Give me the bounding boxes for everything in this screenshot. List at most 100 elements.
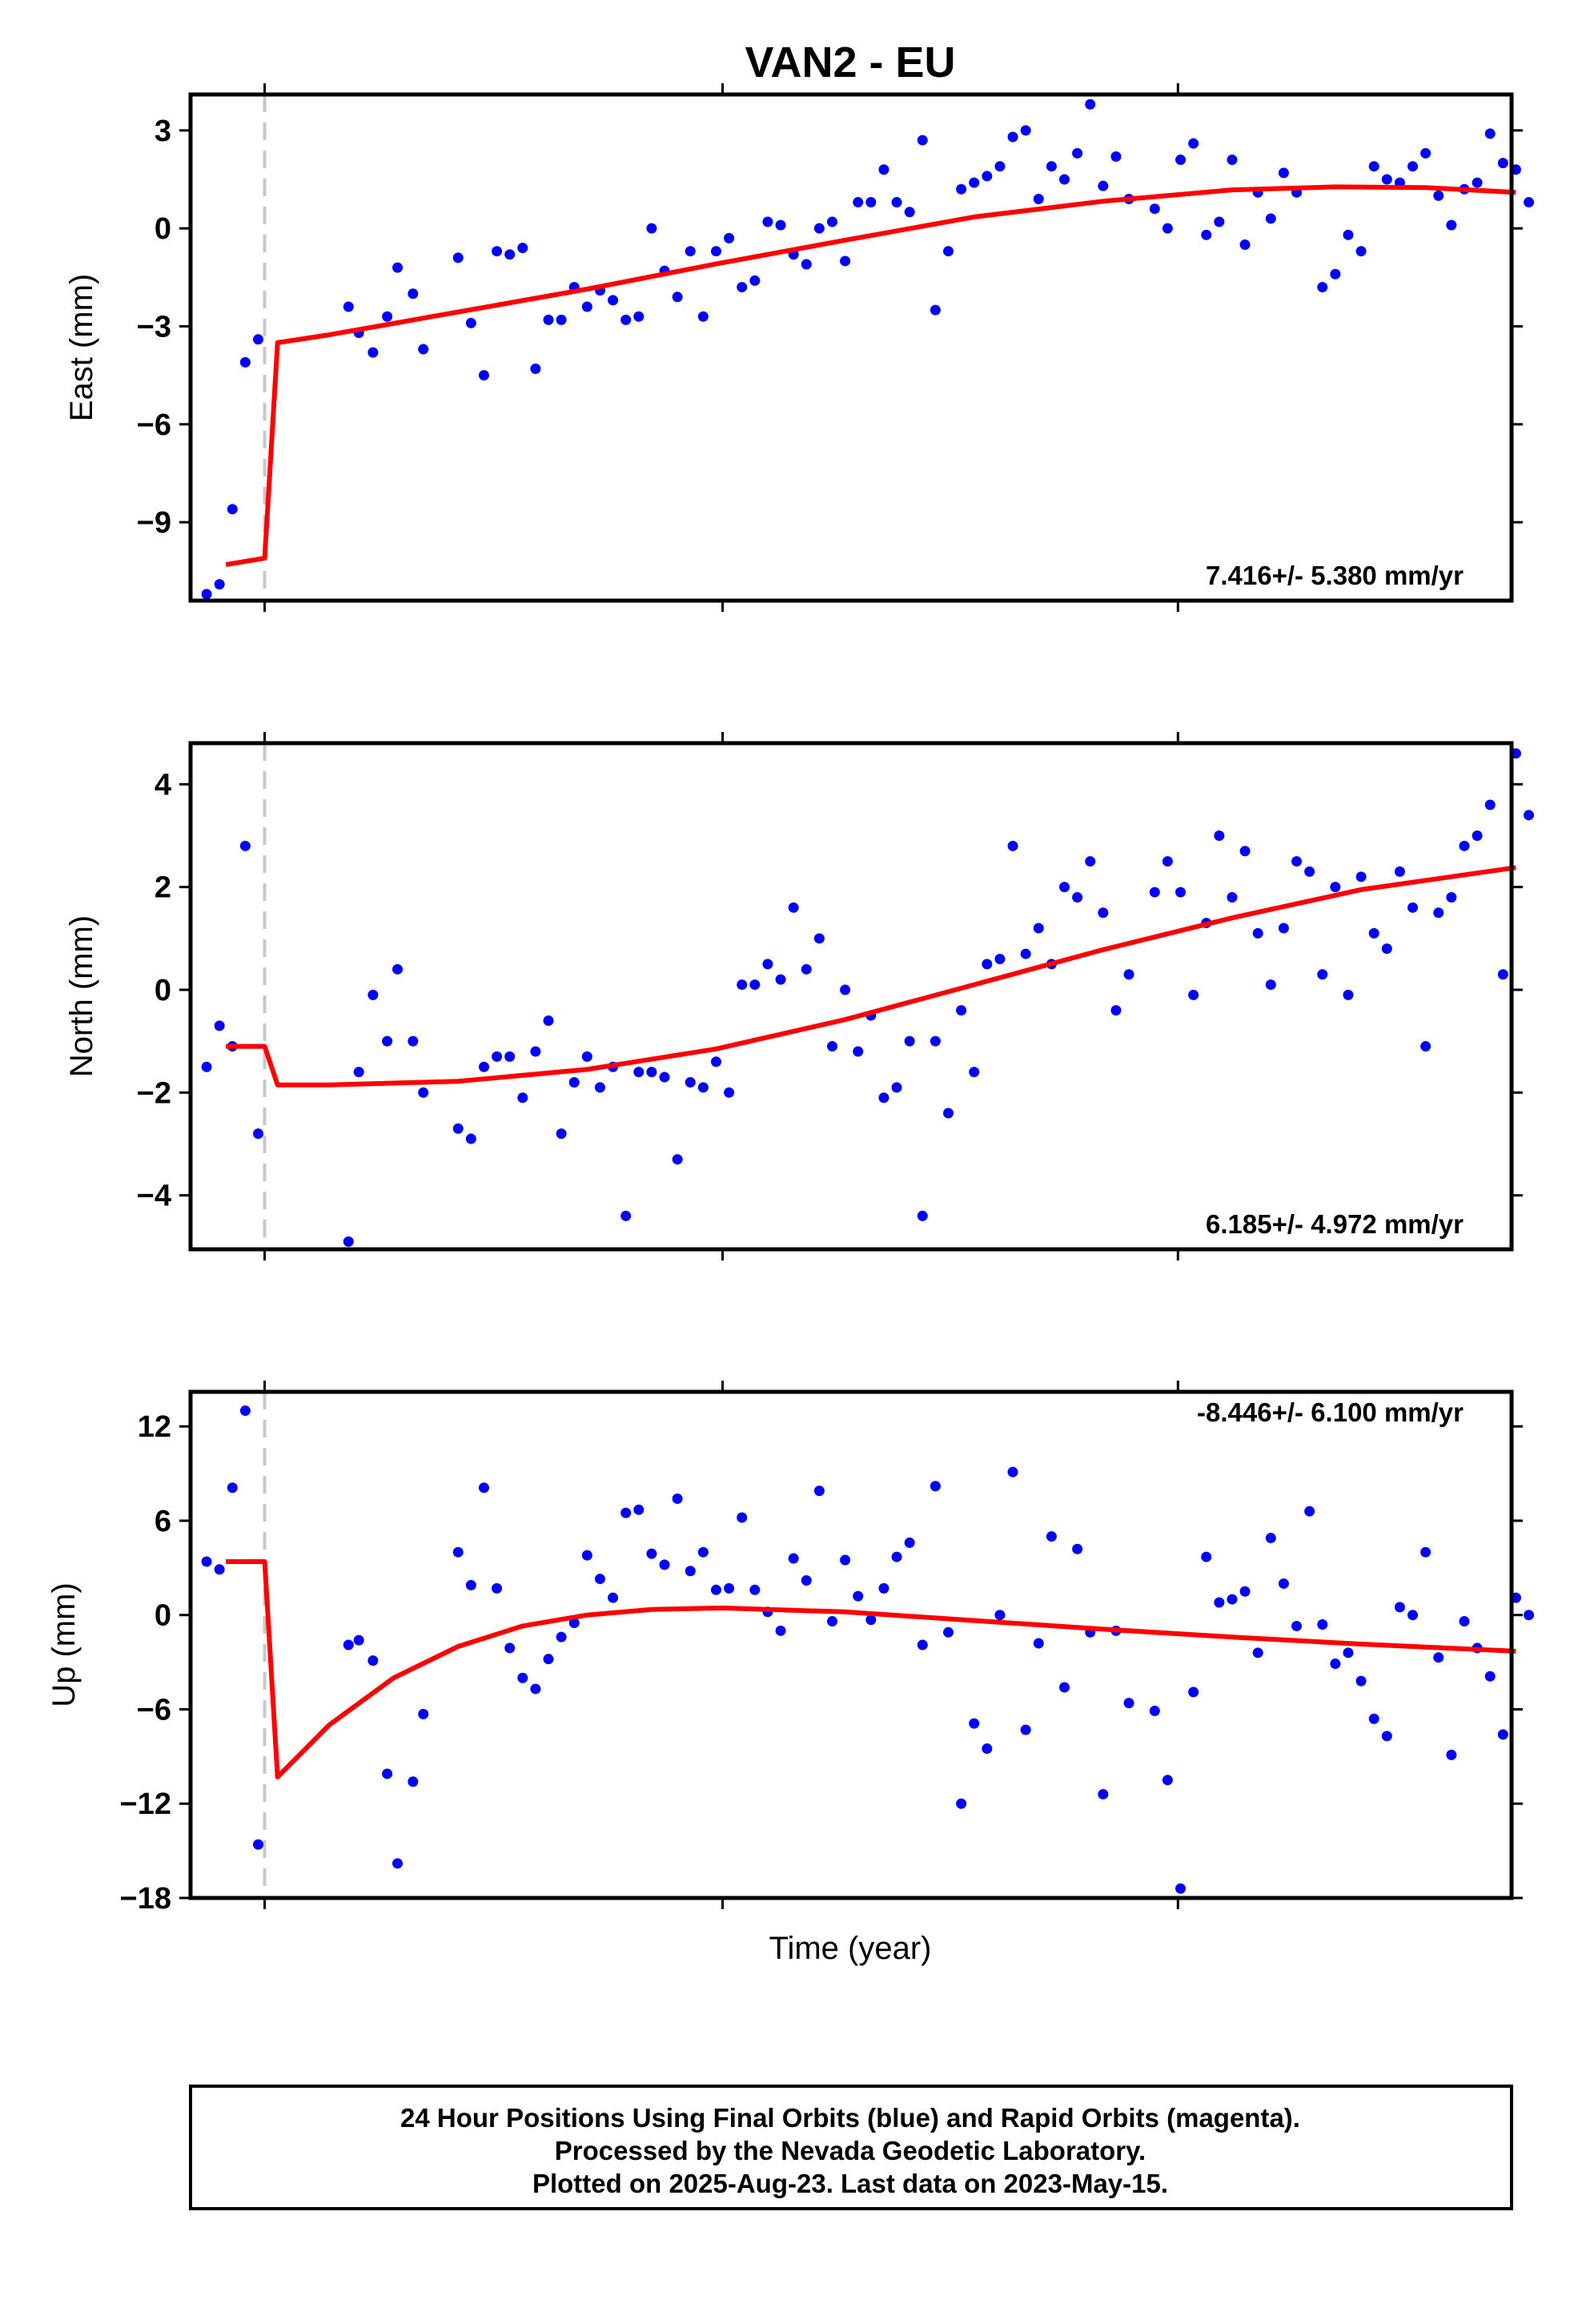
x-axis-label: Time (year): [769, 1931, 932, 1966]
data-point: [1033, 193, 1044, 204]
data-point: [1046, 161, 1057, 172]
data-point: [1278, 923, 1289, 934]
data-point: [982, 171, 993, 182]
data-point: [1497, 158, 1508, 169]
data-point: [878, 1582, 889, 1594]
data-point: [697, 311, 709, 322]
y-tick-label: −12: [120, 1787, 171, 1821]
data-point: [253, 1839, 264, 1850]
y-tick-label: 3: [155, 115, 171, 148]
data-point: [517, 243, 528, 254]
data-point: [239, 356, 251, 368]
data-point: [418, 344, 429, 355]
data-point: [1059, 174, 1070, 185]
data-point: [1343, 1647, 1354, 1659]
y-axis-label: North (mm): [64, 915, 99, 1077]
data-point: [214, 1564, 225, 1575]
data-point: [1149, 203, 1160, 215]
data-point: [994, 953, 1006, 964]
data-point: [775, 1625, 786, 1636]
data-point: [685, 246, 696, 257]
data-point: [930, 1481, 941, 1492]
data-point: [408, 1776, 419, 1787]
data-point: [1110, 1005, 1122, 1016]
data-point: [1227, 1594, 1238, 1605]
data-point: [1020, 948, 1031, 959]
y-tick-label: 0: [155, 1599, 171, 1633]
y-tick-label: 6: [155, 1505, 171, 1538]
data-point: [1381, 943, 1392, 955]
data-point: [214, 1020, 225, 1031]
data-point: [408, 288, 419, 300]
data-point: [1162, 1775, 1173, 1786]
data-point: [382, 1035, 393, 1047]
data-point: [994, 1610, 1006, 1621]
up-panel: 12 6 0 −6 −12 −18 Up (mm) -8.446+/- 6.100 mm/yr: [46, 1381, 1535, 1916]
data-point: [801, 1575, 812, 1586]
y-axis-label: Up (mm): [46, 1582, 82, 1707]
data-point: [504, 1642, 516, 1654]
data-point: [1368, 161, 1379, 172]
data-point: [517, 1092, 528, 1104]
y-tick-label: 0: [155, 974, 171, 1007]
data-point: [382, 1768, 393, 1779]
data-point: [478, 370, 489, 381]
data-point: [737, 282, 748, 293]
data-point: [891, 1082, 902, 1093]
data-point: [620, 1210, 632, 1221]
data-point: [253, 1128, 264, 1140]
data-point: [1098, 180, 1109, 191]
y-tick-label: −9: [137, 506, 171, 540]
data-point: [1355, 246, 1367, 257]
velocity-rate-label: 7.416+/- 5.380 mm/yr: [1206, 561, 1464, 590]
data-point: [1317, 1618, 1328, 1630]
data-point: [239, 840, 251, 851]
data-point: [1265, 213, 1276, 224]
data-point: [343, 1639, 354, 1651]
data-point: [367, 1655, 379, 1667]
data-point: [917, 1210, 928, 1221]
data-point: [1239, 1586, 1251, 1597]
data-point: [543, 1654, 554, 1665]
data-point: [969, 1067, 980, 1078]
data-point: [891, 1551, 902, 1562]
data-point: [943, 1626, 954, 1638]
data-point: [1278, 1578, 1289, 1589]
y-tick-label: 0: [155, 212, 171, 246]
data-point: [840, 1554, 851, 1566]
data-point: [492, 246, 503, 257]
data-point: [1098, 1788, 1109, 1799]
data-point: [1162, 223, 1173, 234]
data-point: [227, 504, 238, 515]
data-point: [878, 1092, 889, 1104]
data-point: [1291, 856, 1303, 867]
data-point: [737, 979, 748, 991]
data-point: [878, 164, 889, 175]
data-point: [581, 301, 592, 312]
y-tick-label: 12: [138, 1410, 171, 1444]
data-point: [418, 1708, 429, 1719]
data-point: [749, 1584, 761, 1595]
data-point: [227, 1482, 238, 1494]
data-point: [697, 1546, 709, 1558]
data-point: [1484, 799, 1496, 810]
y-tick-label: −4: [137, 1180, 171, 1213]
data-point: [697, 1082, 709, 1093]
data-point: [1175, 155, 1186, 166]
data-point: [1446, 891, 1457, 903]
data-point: [1175, 887, 1186, 898]
data-point: [1188, 989, 1199, 1000]
data-point: [353, 1067, 364, 1078]
data-point: [633, 1504, 644, 1515]
data-point: [392, 1858, 404, 1869]
data-point: [1484, 128, 1496, 139]
y-tick-label: −18: [120, 1882, 171, 1916]
data-point: [1188, 1687, 1199, 1698]
footer-line-2: Processed by the Nevada Geodetic Laborat…: [555, 2136, 1146, 2165]
data-point: [853, 1590, 864, 1602]
data-point: [685, 1566, 696, 1577]
footer-line-3: Plotted on 2025-Aug-23. Last data on 202…: [532, 2169, 1168, 2198]
data-point: [1214, 1597, 1225, 1608]
data-point: [1446, 219, 1457, 231]
data-point: [1433, 907, 1444, 919]
